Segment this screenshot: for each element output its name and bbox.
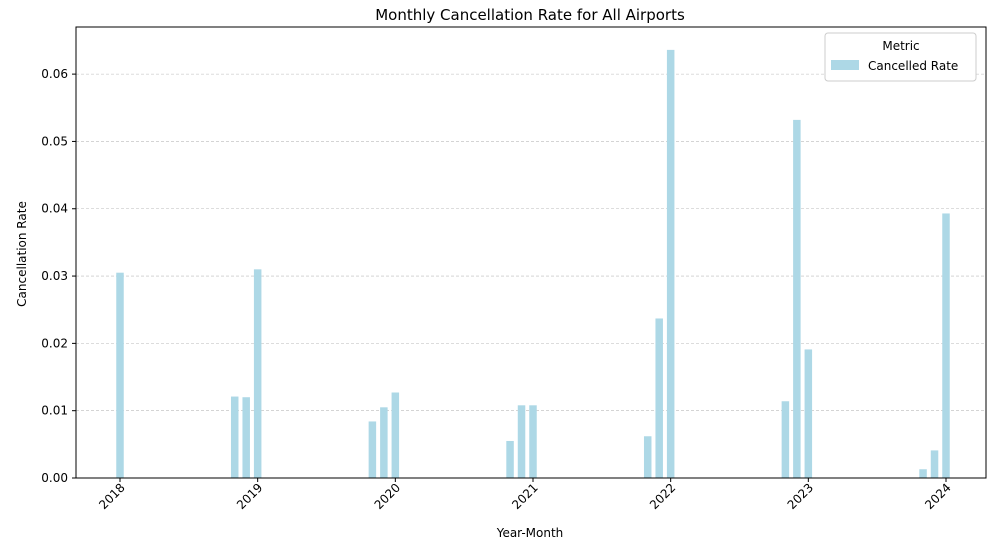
bar bbox=[793, 119, 801, 478]
x-tick-label: 2023 bbox=[785, 481, 816, 512]
y-tick-label: 0.02 bbox=[41, 336, 68, 350]
bar bbox=[942, 213, 950, 479]
x-tick-label: 2018 bbox=[96, 481, 127, 512]
x-axis-label: Year-Month bbox=[496, 526, 564, 540]
bar bbox=[930, 450, 939, 478]
bars bbox=[116, 49, 950, 479]
legend-title: Metric bbox=[882, 39, 919, 53]
legend: Metric Cancelled Rate bbox=[824, 32, 977, 82]
bar bbox=[253, 269, 262, 478]
bar bbox=[517, 405, 526, 478]
y-tick-label: 0.05 bbox=[41, 134, 68, 148]
chart-title: Monthly Cancellation Rate for All Airpor… bbox=[375, 6, 685, 24]
y-tick-label: 0.03 bbox=[41, 269, 68, 283]
bar bbox=[666, 49, 675, 478]
x-tick-label: 2024 bbox=[922, 481, 953, 512]
legend-box bbox=[824, 32, 977, 82]
bar bbox=[230, 396, 239, 478]
gridlines bbox=[76, 73, 986, 411]
y-tick-label: 0.01 bbox=[41, 404, 68, 418]
bar bbox=[391, 392, 400, 478]
bar bbox=[380, 407, 388, 478]
bar bbox=[368, 421, 377, 478]
x-tick-label: 2019 bbox=[234, 481, 265, 512]
bar bbox=[643, 436, 652, 478]
bar bbox=[116, 272, 124, 478]
bar bbox=[242, 397, 250, 478]
y-tick-label: 0.00 bbox=[41, 471, 68, 485]
plot-frame bbox=[75, 26, 987, 479]
x-tick-label: 2021 bbox=[509, 481, 540, 512]
legend-label: Cancelled Rate bbox=[868, 59, 958, 73]
legend-swatch bbox=[831, 60, 859, 70]
x-tick-label: 2022 bbox=[647, 481, 678, 512]
y-tick-label: 0.06 bbox=[41, 67, 68, 81]
y-axis-label: Cancellation Rate bbox=[15, 201, 29, 307]
bar bbox=[529, 405, 537, 478]
bar bbox=[919, 469, 927, 478]
bar bbox=[804, 349, 813, 478]
y-axis: 0.00 0.01 0.02 0.03 0.04 0.05 0.06 bbox=[41, 67, 76, 485]
bar bbox=[506, 440, 514, 478]
bar bbox=[655, 318, 663, 478]
x-tick-label: 2020 bbox=[372, 481, 403, 512]
bar bbox=[781, 401, 790, 478]
x-axis: 2018 2019 2020 2021 2022 2023 2024 bbox=[96, 478, 954, 512]
y-tick-label: 0.04 bbox=[41, 202, 68, 216]
